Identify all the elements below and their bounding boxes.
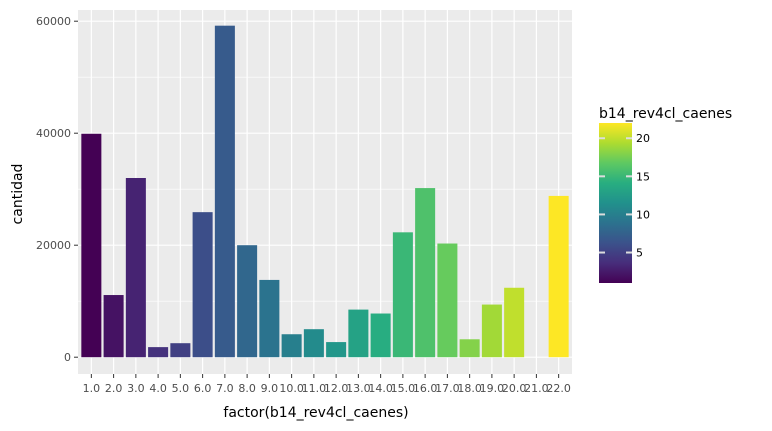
y-tick-label: 20000 (36, 239, 71, 252)
legend-tick-label: 10 (636, 208, 650, 221)
legend-ticks: 5 10 15 20 (599, 132, 650, 260)
x-tick-label: 15.0 (391, 382, 416, 395)
legend-tick-label: 20 (636, 132, 650, 145)
x-tick-label: 16.0 (413, 382, 438, 395)
bar-8.0 (237, 245, 258, 358)
x-tick-label: 6.0 (194, 382, 212, 395)
x-tick-label: 12.0 (324, 382, 349, 395)
y-axis-title: cantidad (10, 164, 26, 225)
color-legend: b14_rev4cl_caenes 5 10 15 20 (599, 106, 732, 283)
x-tick-label: 7.0 (216, 382, 234, 395)
bar-1.0 (81, 133, 102, 358)
x-tick-label: 18.0 (457, 382, 482, 395)
x-tick-label: 14.0 (368, 382, 393, 395)
x-tick-label: 19.0 (480, 382, 505, 395)
legend-colorbar (599, 123, 632, 283)
x-tick-label: 21.0 (524, 382, 549, 395)
bar-22.0 (548, 195, 569, 358)
bar-14.0 (370, 313, 391, 358)
legend-tick-label: 15 (636, 170, 650, 183)
legend-title: b14_rev4cl_caenes (599, 106, 732, 122)
x-tick-label: 4.0 (149, 382, 167, 395)
y-axis-ticks: 0 20000 40000 60000 (36, 15, 78, 364)
minor-grid (78, 76, 572, 302)
legend-tick-label: 5 (636, 247, 643, 260)
x-tick-label: 11.0 (302, 382, 327, 395)
bar-16.0 (415, 188, 436, 358)
x-tick-label: 9.0 (261, 382, 279, 395)
bars (81, 25, 569, 358)
x-tick-label: 20.0 (502, 382, 527, 395)
x-tick-label: 5.0 (172, 382, 190, 395)
x-tick-label: 17.0 (435, 382, 460, 395)
y-tick-label: 0 (64, 351, 71, 364)
bar-18.0 (459, 339, 480, 358)
bar-15.0 (392, 232, 413, 358)
bar-10.0 (281, 334, 302, 358)
bar-12.0 (326, 342, 347, 358)
x-axis-title: factor(b14_rev4cl_caenes) (223, 405, 408, 421)
bar-7.0 (214, 25, 235, 358)
bar-17.0 (437, 243, 458, 358)
x-tick-label: 3.0 (127, 382, 145, 395)
bar-11.0 (303, 329, 324, 358)
x-tick-label: 2.0 (105, 382, 123, 395)
y-tick-label: 60000 (36, 15, 71, 28)
bar-9.0 (259, 279, 280, 358)
bar-3.0 (125, 178, 146, 358)
x-tick-label: 10.0 (279, 382, 304, 395)
bar-4.0 (148, 347, 169, 358)
y-tick-label: 40000 (36, 127, 71, 140)
bar-13.0 (348, 309, 369, 358)
bar-20.0 (504, 287, 525, 358)
x-axis-ticks: 1.0 2.0 3.0 4.0 5.0 6.0 7.0 8.0 9.0 10.011.012.01… (83, 374, 571, 395)
bar-19.0 (481, 304, 502, 358)
bar-6.0 (192, 212, 213, 358)
x-tick-label: 13.0 (346, 382, 371, 395)
x-tick-label: 22.0 (546, 382, 571, 395)
bar-5.0 (170, 343, 191, 358)
bar-2.0 (103, 295, 124, 358)
x-tick-label: 8.0 (238, 382, 256, 395)
x-tick-label: 1.0 (83, 382, 101, 395)
